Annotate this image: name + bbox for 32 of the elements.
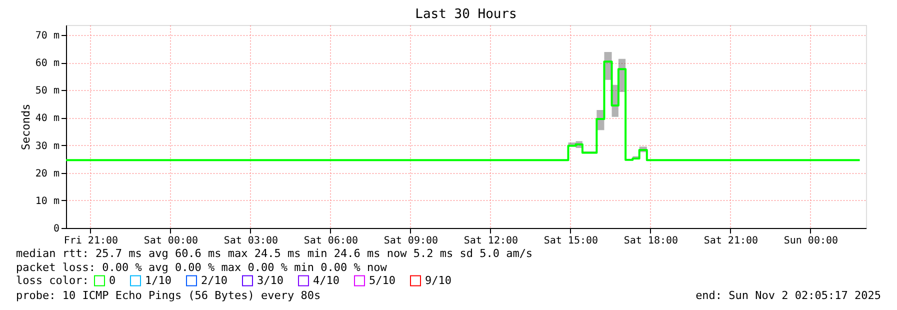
x-tick-label: Sat 00:00	[144, 236, 198, 246]
legend-label: 0	[109, 274, 116, 287]
y-tick-label: 30 m	[35, 140, 60, 152]
y-tick-label: 70 m	[35, 30, 60, 42]
x-tick-label: Fri 21:00	[64, 236, 118, 246]
chart-title: Last 30 Hours	[415, 7, 517, 22]
x-tick-label: Sat 15:00	[544, 236, 598, 246]
x-tick-label: Sat 09:00	[384, 236, 438, 246]
y-tick-label: 50 m	[35, 86, 60, 97]
x-tick-label: Sat 21:00	[704, 236, 758, 246]
x-tick-label: Sat 03:00	[224, 236, 278, 246]
y-tick-label: 0	[53, 224, 60, 234]
x-tick-label: Sat 06:00	[304, 236, 358, 246]
x-tick-label: Sat 12:00	[464, 236, 518, 246]
y-tick-label: 20 m	[35, 168, 60, 180]
text: median rtt: 25.7 ms avg 60.6 ms max 24.5 ms min 24.6 ms now 5.2 ms sd 5.0 am/s	[16, 247, 533, 260]
y-tick-label: 40 m	[35, 113, 60, 124]
legend-label: 3/10	[257, 274, 284, 287]
legend-label: 1/10	[145, 274, 172, 287]
legend-label: 4/10	[313, 274, 340, 287]
text: probe: 10 ICMP Echo Pings (56 Bytes) every 80s	[16, 289, 321, 302]
text: end: Sun Nov 2 02:05:17 2025	[696, 289, 881, 302]
x-tick-label: Sat 18:00	[624, 236, 678, 246]
y-tick-label: 60 m	[35, 58, 60, 70]
text: packet loss: 0.00 % avg 0.00 % max 0.00 % min 0.00 % now	[16, 261, 388, 274]
x-tick-label: Sun 00:00	[784, 236, 838, 246]
legend-label: 9/10	[425, 274, 452, 287]
y-axis-title: Seconds	[19, 104, 32, 150]
y-tick-label: 10 m	[35, 196, 60, 207]
legend-label: 2/10	[201, 274, 228, 287]
legend-title: loss color:	[16, 274, 89, 287]
legend-label: 5/10	[369, 274, 396, 287]
